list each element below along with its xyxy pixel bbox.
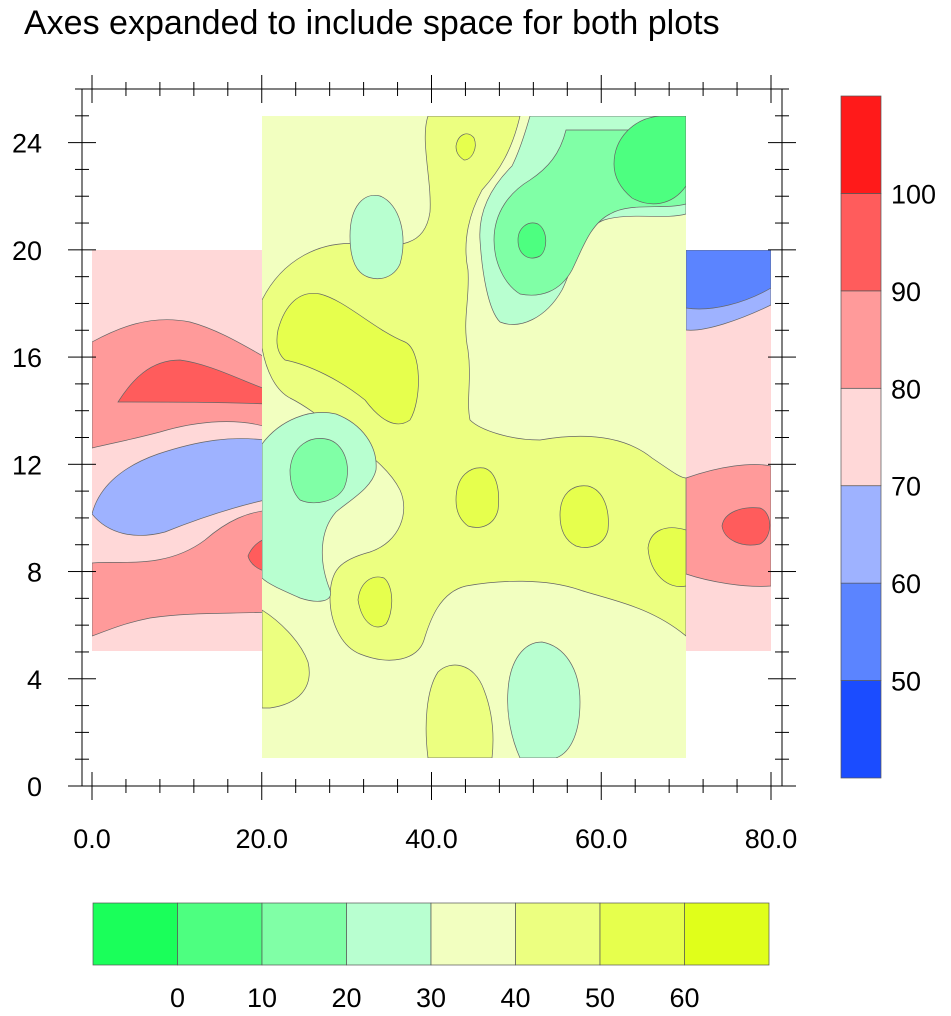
- fg-region-50-60-small-4: [357, 576, 393, 628]
- horizontal-colorbar-swatch: [515, 902, 601, 966]
- x-tick-label: 0.0: [73, 824, 111, 854]
- y-axis-ticks: [68, 88, 796, 787]
- x-axis-ticks: [91, 75, 772, 800]
- y-tick-label: 20: [12, 236, 42, 266]
- fg-region-20-30-bottom: [507, 641, 581, 758]
- vertical-colorbar-label: 70: [891, 472, 921, 502]
- horizontal-colorbar-label: 20: [331, 983, 361, 1013]
- horizontal-colorbar-label: 60: [669, 983, 699, 1013]
- fg-region-50-60-small-3: [647, 527, 686, 587]
- chart-title: Axes expanded to include space for both …: [24, 4, 720, 42]
- vertical-colorbar-label: 100: [891, 179, 936, 209]
- horizontal-colorbar-label: 0: [170, 983, 185, 1013]
- fg-region-50-60-small-2: [559, 485, 609, 548]
- fg-region-20-30-left: [262, 412, 377, 602]
- horizontal-colorbar-swatch: [599, 902, 685, 966]
- y-tick-label: 24: [12, 129, 42, 159]
- x-tick-label: 60.0: [575, 824, 628, 854]
- vertical-colorbar-label: 90: [891, 277, 921, 307]
- vertical-colorbar: 50 60 70 80 90 100: [840, 95, 936, 779]
- vertical-colorbar-swatch: [840, 193, 882, 292]
- horizontal-colorbar-label: 40: [500, 983, 530, 1013]
- y-tick-label: 4: [27, 665, 42, 695]
- fg-region-50-60-small-1: [455, 467, 499, 528]
- fg-region-40-50-bottom-left: [262, 609, 310, 709]
- fg-region-40-50-bottom: [425, 664, 494, 758]
- vertical-colorbar-swatch: [840, 290, 882, 389]
- horizontal-colorbar-swatch: [261, 902, 347, 966]
- fg-region-0-10-top-right-b: [517, 222, 547, 259]
- vertical-colorbar-swatch: [840, 387, 882, 487]
- bg-region-50-60-top-right: [685, 250, 771, 310]
- bg-region-90-100-right: [721, 507, 771, 546]
- horizontal-colorbar-swatch: [430, 902, 516, 966]
- horizontal-colorbar-swatch: [92, 902, 178, 966]
- horizontal-colorbar: 0 10 20 30 40 50 60: [92, 902, 770, 1013]
- horizontal-colorbar-swatch: [346, 902, 432, 966]
- vertical-colorbar-swatch: [840, 485, 882, 584]
- horizontal-colorbar-label: 50: [585, 983, 615, 1013]
- fg-region-10-20-left: [289, 438, 348, 503]
- y-axis-tick-labels: 0 4 8 12 16 20 24: [12, 129, 42, 802]
- fg-region-60-70-upper-left: [276, 292, 419, 425]
- y-tick-label: 0: [27, 772, 42, 802]
- axes: 0.0 20.0 40.0 60.0 80.0 0 4 8 12 16 20 24: [12, 75, 797, 854]
- horizontal-colorbar-swatch: [177, 902, 263, 966]
- y-tick-label: 8: [27, 558, 42, 588]
- vertical-colorbar-swatch: [840, 95, 882, 194]
- vertical-colorbar-swatch: [840, 680, 882, 779]
- vertical-colorbar-label: 80: [891, 374, 921, 404]
- horizontal-colorbar-label: 10: [247, 983, 277, 1013]
- y-tick-label: 12: [12, 450, 42, 480]
- fg-region-0-10-top-right-a: [613, 116, 686, 205]
- foreground-contour-plot: [262, 116, 686, 758]
- x-tick-label: 80.0: [745, 824, 798, 854]
- vertical-colorbar-label: 50: [891, 667, 921, 697]
- horizontal-colorbar-label: 30: [416, 983, 446, 1013]
- vertical-colorbar-label: 60: [891, 569, 921, 599]
- fg-region-50-60-small-top: [455, 133, 476, 161]
- bg-region-90-100-left: [117, 359, 269, 405]
- horizontal-colorbar-swatch: [684, 902, 770, 966]
- y-tick-label: 16: [12, 343, 42, 373]
- fg-region-20-30-top-center: [349, 194, 404, 279]
- x-tick-label: 40.0: [405, 824, 458, 854]
- x-tick-label: 20.0: [235, 824, 288, 854]
- vertical-colorbar-swatch: [840, 582, 882, 681]
- x-axis-tick-labels: 0.0 20.0 40.0 60.0 80.0: [73, 824, 797, 854]
